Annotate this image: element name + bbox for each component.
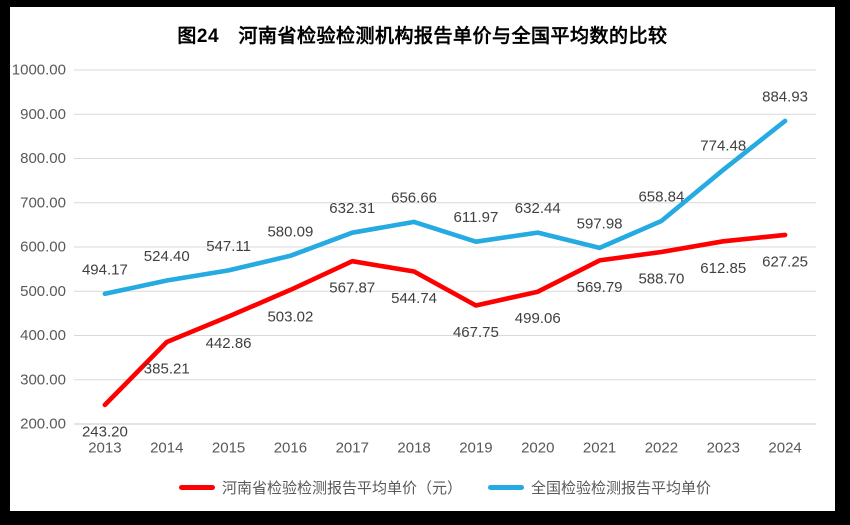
national-data-label: 524.40 (144, 248, 190, 265)
x-tick-label: 2016 (274, 440, 307, 457)
national-data-label: 774.48 (700, 137, 746, 154)
series-line-national (102, 118, 788, 297)
series-line-henan (102, 232, 788, 408)
chart-title: 图24 河南省检验检测机构报告单价与全国平均数的比较 (177, 26, 668, 47)
henan-data-label: 588.70 (638, 271, 684, 288)
national-data-label: 656.66 (391, 189, 437, 206)
y-tick-label: 700.00 (20, 194, 66, 211)
plot-area: 1000.00 900.00 800.00 700.00 600.00 500.00 400… (12, 62, 816, 457)
henan-data-label: 627.25 (762, 253, 808, 270)
y-tick-label: 800.00 (20, 150, 66, 167)
national-data-label: 580.09 (267, 223, 313, 240)
legend: 河南省检验检测报告平均单价（元） 全国检验检测报告平均单价 (74, 477, 816, 498)
y-tick-label: 500.00 (20, 283, 66, 300)
x-tick-label: 2017 (336, 440, 369, 457)
henan-data-label: 467.75 (453, 324, 499, 341)
x-tick-label: 2013 (88, 440, 121, 457)
x-tick-label: 2015 (212, 440, 245, 457)
y-tick-label: 600.00 (20, 239, 66, 256)
national-series-swatch (488, 485, 524, 490)
x-tick-label: 2019 (459, 440, 492, 457)
y-tick-label: 200.00 (20, 416, 66, 433)
x-tick-label: 2024 (768, 440, 801, 457)
henan-series-swatch (178, 485, 215, 490)
chart-canvas: 图24 河南省检验检测机构报告单价与全国平均数的比较 1000.00 900.00… (10, 7, 835, 511)
national-data-label: 632.31 (329, 200, 375, 217)
national-data-label: 494.17 (82, 261, 128, 278)
national-series-label: 全国检验检测报告平均单价 (531, 480, 712, 497)
x-tick-label: 2014 (150, 440, 183, 457)
y-tick-label: 300.00 (20, 371, 66, 388)
henan-series-label: 河南省检验检测报告平均单价（元） (221, 480, 462, 497)
henan-data-label: 567.87 (329, 280, 375, 297)
y-tick-label: 400.00 (20, 327, 66, 344)
henan-data-label: 385.21 (144, 361, 190, 378)
national-data-label: 611.97 (454, 209, 499, 226)
henan-data-label: 499.06 (515, 310, 561, 327)
x-tick-label: 2023 (707, 440, 740, 457)
legend-item-national: 全国检验检测报告平均单价 (488, 477, 711, 498)
national-data-label: 547.11 (206, 238, 251, 255)
x-tick-label: 2018 (397, 440, 430, 457)
y-tick-label: 1000.00 (12, 62, 66, 79)
legend-item-henan: 河南省检验检测报告平均单价（元） (178, 477, 462, 498)
henan-data-label: 569.79 (577, 279, 623, 296)
henan-data-label: 503.02 (267, 308, 313, 325)
henan-data-label: 243.20 (82, 423, 128, 440)
henan-data-label: 442.86 (206, 335, 252, 352)
x-tick-label: 2022 (645, 440, 678, 457)
national-data-label: 658.84 (638, 188, 684, 205)
x-tick-label: 2020 (521, 440, 554, 457)
henan-data-label: 544.74 (391, 290, 437, 307)
henan-data-label: 612.85 (700, 260, 746, 277)
national-data-label: 632.44 (515, 200, 561, 217)
national-data-label: 597.98 (577, 215, 623, 232)
x-tick-label: 2021 (583, 440, 616, 457)
y-tick-label: 900.00 (20, 106, 66, 123)
national-data-label: 884.93 (762, 88, 808, 105)
